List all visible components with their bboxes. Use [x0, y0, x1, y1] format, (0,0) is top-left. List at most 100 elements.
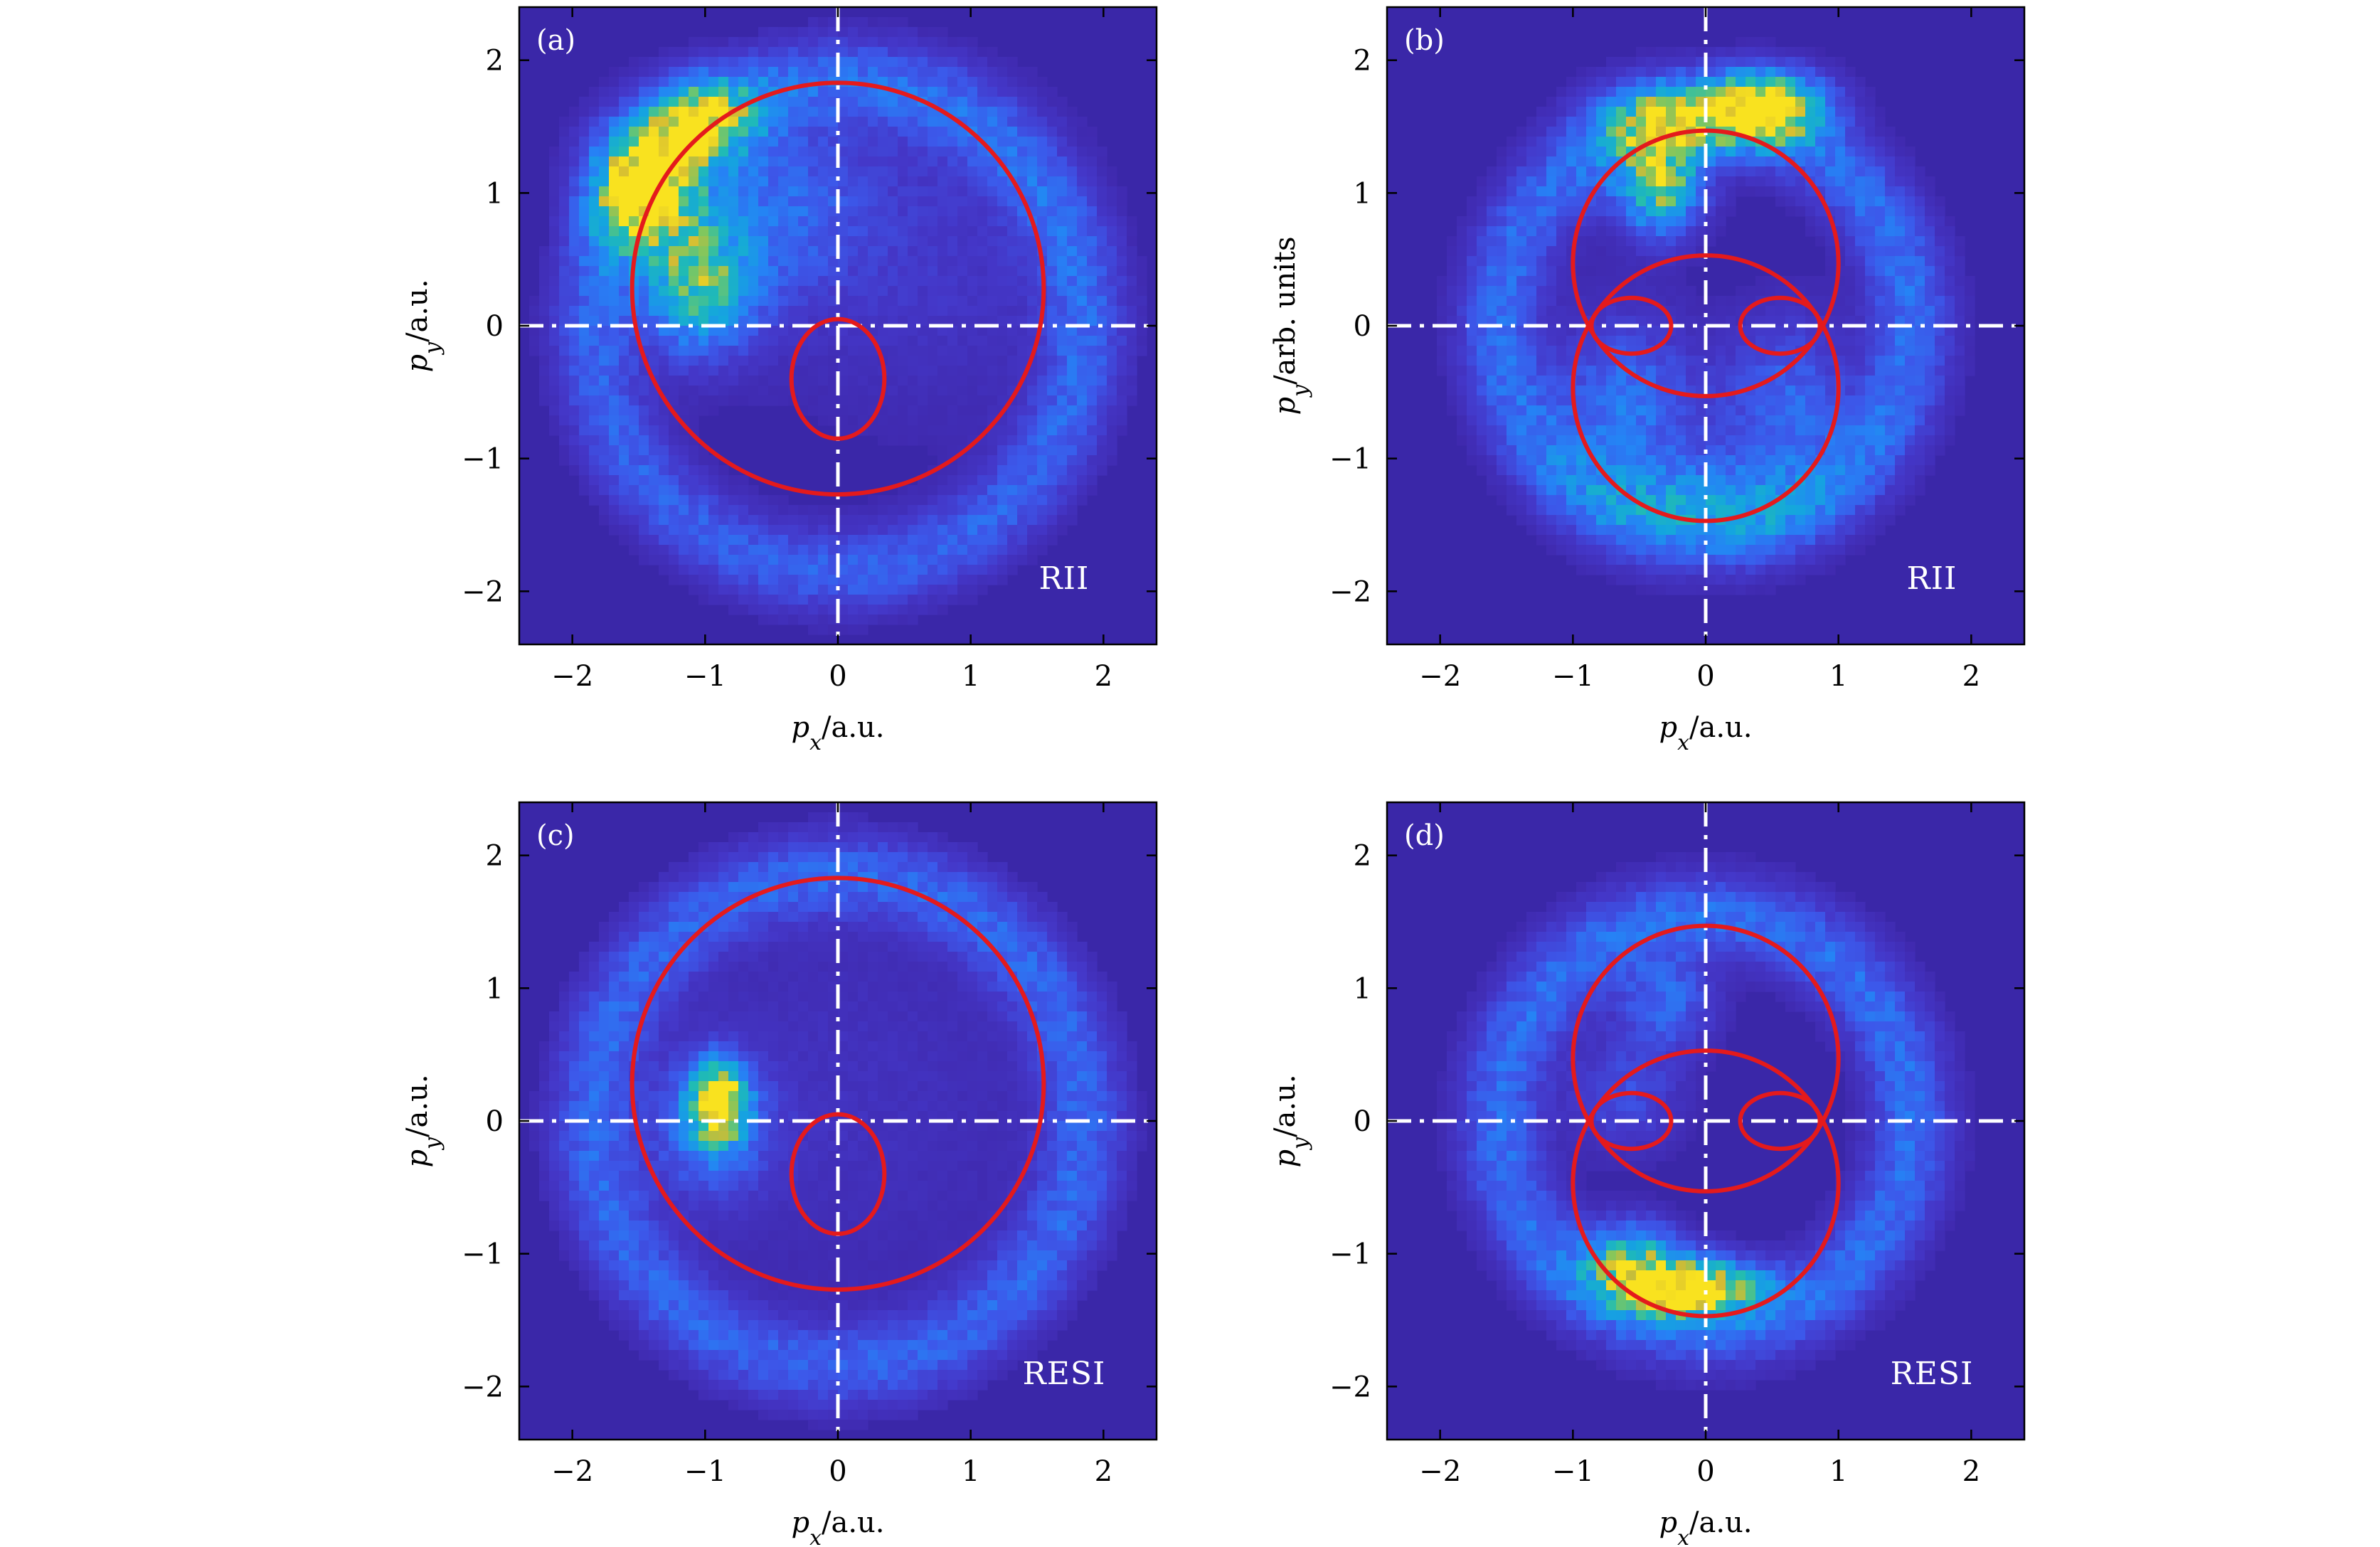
heat-cell — [1606, 97, 1617, 107]
heat-cell — [858, 117, 868, 127]
heat-cell — [1536, 475, 1547, 486]
heat-cell — [997, 495, 1008, 506]
heat-cell — [928, 405, 938, 416]
heat-cell — [559, 216, 570, 227]
heat-cell — [1067, 405, 1078, 416]
heat-cell — [918, 595, 928, 605]
heat-cell — [1755, 276, 1766, 287]
heat-cell — [1835, 505, 1846, 516]
heat-cell — [1516, 206, 1527, 217]
heat-cell — [1017, 236, 1028, 247]
heat-cell — [1765, 77, 1776, 87]
heat-cell — [1726, 176, 1736, 187]
heat-cell — [1566, 525, 1577, 536]
heat-cell — [659, 286, 669, 297]
heat-cell — [828, 515, 839, 526]
heat-cell — [1765, 515, 1776, 526]
heat-cell — [947, 57, 958, 68]
heat-cell — [698, 156, 709, 167]
heat-cell — [649, 296, 659, 307]
heat-cell — [579, 465, 590, 476]
heat-cell — [918, 87, 928, 97]
heat-cell — [708, 465, 719, 476]
heat-cell — [928, 27, 938, 38]
heat-cell — [619, 186, 629, 197]
heat-cell — [659, 67, 669, 78]
heat-cell — [768, 376, 779, 386]
heat-cell — [748, 87, 759, 97]
heat-cell — [738, 346, 749, 356]
heat-cell — [708, 346, 719, 356]
heat-cell — [659, 435, 669, 446]
heat-cell — [649, 206, 659, 217]
heat-cell — [589, 206, 600, 217]
heat-cell — [818, 624, 829, 635]
heat-cell — [1037, 376, 1048, 386]
heat-cell — [828, 286, 839, 297]
heat-cell — [1596, 266, 1607, 277]
heat-cell — [898, 256, 908, 267]
heat-cell — [977, 495, 988, 506]
heat-cell — [1507, 206, 1517, 217]
heat-cell — [1487, 216, 1497, 227]
heat-cell — [1795, 276, 1806, 287]
heat-cell — [1566, 156, 1577, 167]
heat-cell — [1467, 326, 1477, 336]
heat-cell — [1636, 545, 1647, 555]
heat-cell — [1576, 356, 1587, 366]
heat-cell — [1606, 147, 1617, 157]
heat-cell — [828, 236, 839, 247]
heat-cell — [868, 17, 878, 28]
heat-cell — [928, 395, 938, 406]
heat-cell — [1795, 415, 1806, 426]
heat-cell — [1875, 276, 1886, 287]
heat-cell — [888, 266, 898, 277]
heat-cell — [828, 186, 839, 197]
heat-cell — [1646, 196, 1657, 207]
heat-cell — [569, 266, 580, 277]
heat-cell — [1835, 545, 1846, 555]
heat-cell — [1805, 77, 1816, 87]
heat-cell — [1467, 455, 1477, 466]
heat-cell — [1576, 246, 1587, 257]
heat-cell — [619, 97, 629, 107]
heat-cell — [1107, 386, 1117, 396]
heat-cell — [868, 127, 878, 137]
heat-cell — [629, 405, 639, 416]
heat-cell — [1765, 67, 1776, 78]
heat-cell — [1616, 465, 1627, 476]
heat-cell — [1596, 196, 1607, 207]
heat-cell — [1626, 405, 1637, 416]
heat-cell — [669, 565, 679, 575]
heat-cell — [1755, 395, 1766, 406]
heat-cell — [619, 415, 629, 426]
heat-cell — [997, 445, 1008, 456]
heat-cell — [888, 107, 898, 117]
heat-cell — [1467, 356, 1477, 366]
heat-cell — [1805, 425, 1816, 436]
heat-cell — [1586, 505, 1597, 516]
heat-cell — [1087, 356, 1098, 366]
heat-cell — [1576, 376, 1587, 386]
heat-cell — [1775, 535, 1786, 546]
heat-cell — [1027, 236, 1038, 247]
heat-cell — [1726, 455, 1736, 466]
heat-cell — [1845, 455, 1856, 466]
heat-cell — [1676, 147, 1686, 157]
heat-cell — [1097, 186, 1107, 197]
heat-cell — [987, 127, 998, 137]
heat-cell — [689, 156, 699, 167]
heat-cell — [689, 346, 699, 356]
heat-cell — [1097, 415, 1107, 426]
heat-cell — [1686, 545, 1696, 555]
heat-cell — [828, 256, 839, 267]
heat-cell — [957, 485, 968, 496]
heat-cell — [1566, 465, 1577, 476]
heat-cell — [569, 415, 580, 426]
heat-cell — [1805, 555, 1816, 565]
heat-cell — [1127, 346, 1137, 356]
heat-cell — [1507, 156, 1517, 167]
heat-cell — [957, 137, 968, 147]
heat-cell — [928, 156, 938, 167]
heat-cell — [589, 336, 600, 346]
